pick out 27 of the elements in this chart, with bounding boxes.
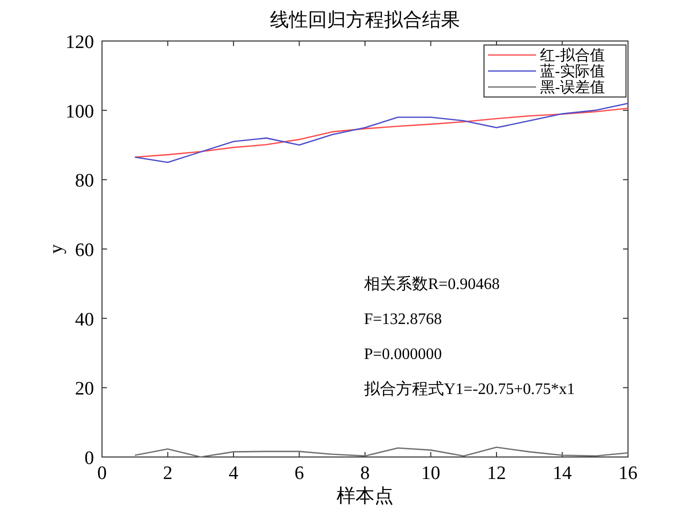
legend-label: 红-拟合值 (540, 47, 605, 64)
legend-label: 蓝-实际值 (540, 63, 605, 80)
legend-label: 黑-误差值 (540, 79, 605, 96)
x-tick-label: 2 (163, 463, 172, 484)
y-tick-label: 20 (75, 378, 94, 400)
annotation: F=132.8768 (364, 311, 442, 328)
x-tick-label: 16 (618, 463, 638, 484)
x-axis-title: 样本点 (336, 486, 394, 507)
chart-title: 线性回归方程拟合结果 (270, 9, 460, 31)
y-axis-title: y (46, 244, 67, 254)
y-tick-label: 0 (84, 448, 94, 469)
y-tick-label: 60 (75, 240, 94, 261)
annotation: P=0.000000 (364, 346, 442, 363)
x-tick-label: 14 (552, 463, 572, 484)
y-tick-label: 100 (66, 101, 94, 122)
x-tick-label: 10 (421, 463, 440, 484)
y-tick-label: 40 (75, 309, 94, 330)
y-tick-label: 120 (66, 32, 94, 53)
y-tick-label: 80 (75, 170, 94, 192)
annotation: 拟合方程式Y1=-20.75+0.75*x1 (364, 380, 575, 398)
x-tick-label: 4 (228, 463, 239, 484)
annotation: 相关系数R=0.90468 (364, 275, 500, 293)
x-tick-label: 0 (97, 463, 107, 484)
line-series (134, 446, 629, 458)
x-tick-label: 6 (294, 463, 304, 484)
x-tick-label: 12 (487, 463, 506, 484)
x-tick-label: 8 (360, 463, 370, 484)
